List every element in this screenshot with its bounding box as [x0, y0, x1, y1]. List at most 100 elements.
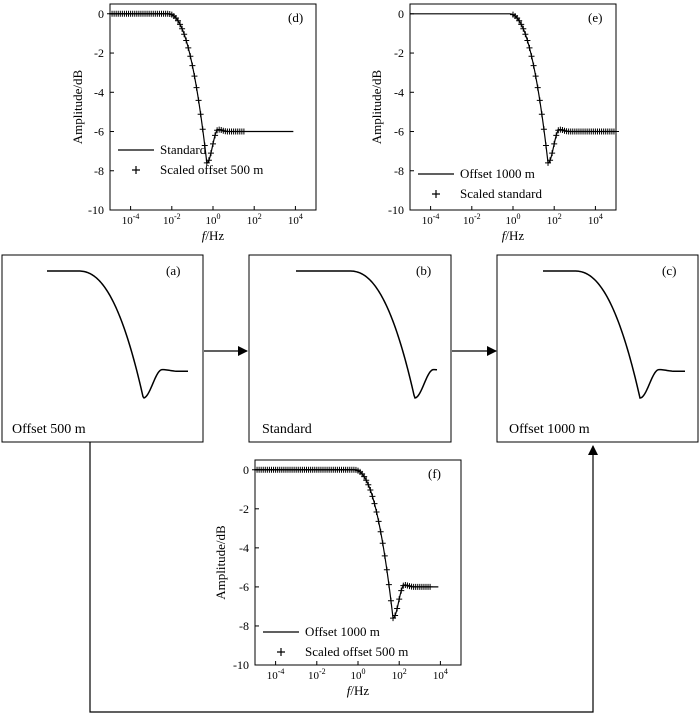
legend-marker-swatch — [432, 190, 440, 198]
data-point — [536, 97, 543, 104]
y-tick-label: -8 — [239, 619, 249, 633]
data-point — [369, 493, 376, 500]
y-tick-label: -4 — [94, 85, 104, 99]
data-point — [365, 481, 372, 488]
data-point — [193, 84, 200, 91]
x-axis-label: f/Hz — [202, 228, 225, 243]
data-point — [210, 140, 216, 147]
schematic-box-a: (a) Offset 500 m — [1, 254, 204, 443]
data-point — [371, 500, 378, 507]
legend-marker-swatch — [277, 648, 285, 656]
box-caption: Offset 500 m — [12, 422, 86, 437]
x-tick-label: 102 — [247, 212, 262, 227]
legend-label: Scaled offset 500 m — [160, 162, 263, 177]
data-point — [542, 142, 549, 149]
x-tick-label: 102 — [547, 212, 562, 227]
x-tick-label: 104 — [433, 667, 448, 682]
x-tick-label: 10-2 — [163, 212, 181, 227]
data-point — [207, 150, 214, 157]
data-point — [516, 17, 523, 24]
x-tick-label: 102 — [392, 667, 407, 682]
y-tick-label: -6 — [239, 580, 249, 594]
data-point — [528, 53, 535, 60]
data-point — [520, 25, 527, 32]
schematic-box-c: (c) Offset 1000 m — [496, 254, 699, 443]
panel-label: (a) — [166, 263, 180, 278]
arrow-a-to-c — [89, 442, 598, 713]
data-point — [174, 17, 181, 24]
data-point — [367, 487, 374, 494]
data-point — [377, 528, 384, 535]
data-point — [532, 73, 539, 80]
series-line — [410, 13, 616, 164]
data-point — [201, 142, 208, 149]
legend-label: Scaled standard — [460, 186, 542, 201]
data-point — [427, 583, 434, 590]
data-point — [181, 31, 188, 38]
x-tick-label: 10-4 — [267, 667, 285, 682]
data-point — [240, 128, 247, 135]
x-tick-label: 10-4 — [422, 212, 440, 227]
data-point — [526, 44, 533, 51]
y-tick-label: -4 — [394, 85, 404, 99]
data-point — [398, 587, 405, 594]
data-point — [383, 566, 390, 573]
data-point — [394, 605, 401, 612]
data-point — [195, 97, 202, 104]
legend-label: Offset 1000 m — [305, 624, 380, 639]
y-tick-label: -2 — [94, 46, 104, 60]
data-point — [392, 612, 399, 619]
legend-label: Standard — [160, 142, 207, 157]
chart-panel-e: 0 -2 -4 -6 -8 -10 10-4 10-2 100 102 104 Amplitude/d… — [369, 3, 619, 243]
data-point — [212, 132, 219, 139]
panel-label: (f) — [428, 466, 441, 481]
panel-label: (e) — [588, 10, 602, 25]
schematic-box-b: (b) Standard — [248, 254, 452, 443]
data-point — [385, 581, 392, 588]
data-point — [524, 37, 531, 44]
y-axis-label: Amplitude/dB — [213, 525, 228, 600]
x-axis-label: f/Hz — [347, 683, 370, 698]
data-point — [538, 111, 545, 118]
data-point — [396, 596, 403, 603]
schematic-curve — [47, 270, 188, 399]
x-tick-label: 100 — [506, 212, 521, 227]
series-markers — [107, 10, 247, 166]
y-tick-label: -8 — [94, 164, 104, 178]
chart-panel-f: 0 -2 -4 -6 -8 -10 10-4 10-2 100 102 104 Amplitude/d… — [213, 459, 462, 698]
series-markers — [252, 466, 434, 622]
series-line — [110, 13, 294, 164]
data-point — [189, 62, 196, 69]
schematic-curve — [296, 270, 438, 399]
legend-label: Scaled offset 500 m — [305, 644, 408, 659]
data-point — [549, 150, 556, 157]
schematic-curve — [543, 270, 685, 399]
data-point — [187, 53, 194, 60]
data-point — [199, 126, 206, 133]
data-point — [551, 140, 558, 147]
data-point — [534, 84, 541, 91]
y-tick-label: -6 — [94, 125, 104, 139]
y-tick-label: -2 — [239, 502, 249, 516]
data-point — [613, 128, 619, 135]
panel-label: (c) — [662, 263, 676, 278]
box-caption: Offset 1000 m — [509, 422, 590, 437]
box-frame — [496, 254, 699, 443]
y-axis-label: Amplitude/dB — [70, 69, 85, 144]
x-tick-label: 100 — [206, 212, 221, 227]
y-tick-label: -6 — [394, 125, 404, 139]
data-point — [183, 37, 190, 44]
x-tick-label: 10-2 — [308, 667, 326, 682]
data-point — [205, 157, 212, 164]
data-point — [179, 25, 186, 32]
data-point — [379, 540, 386, 547]
y-tick-label: -2 — [394, 46, 404, 60]
y-tick-label: -10 — [88, 203, 104, 217]
y-axis-label: Amplitude/dB — [369, 69, 384, 144]
connector-arrows — [89, 346, 598, 713]
data-point — [177, 21, 184, 28]
y-tick-label: 0 — [98, 7, 104, 21]
data-point — [363, 477, 370, 484]
y-tick-label: -10 — [388, 203, 404, 217]
